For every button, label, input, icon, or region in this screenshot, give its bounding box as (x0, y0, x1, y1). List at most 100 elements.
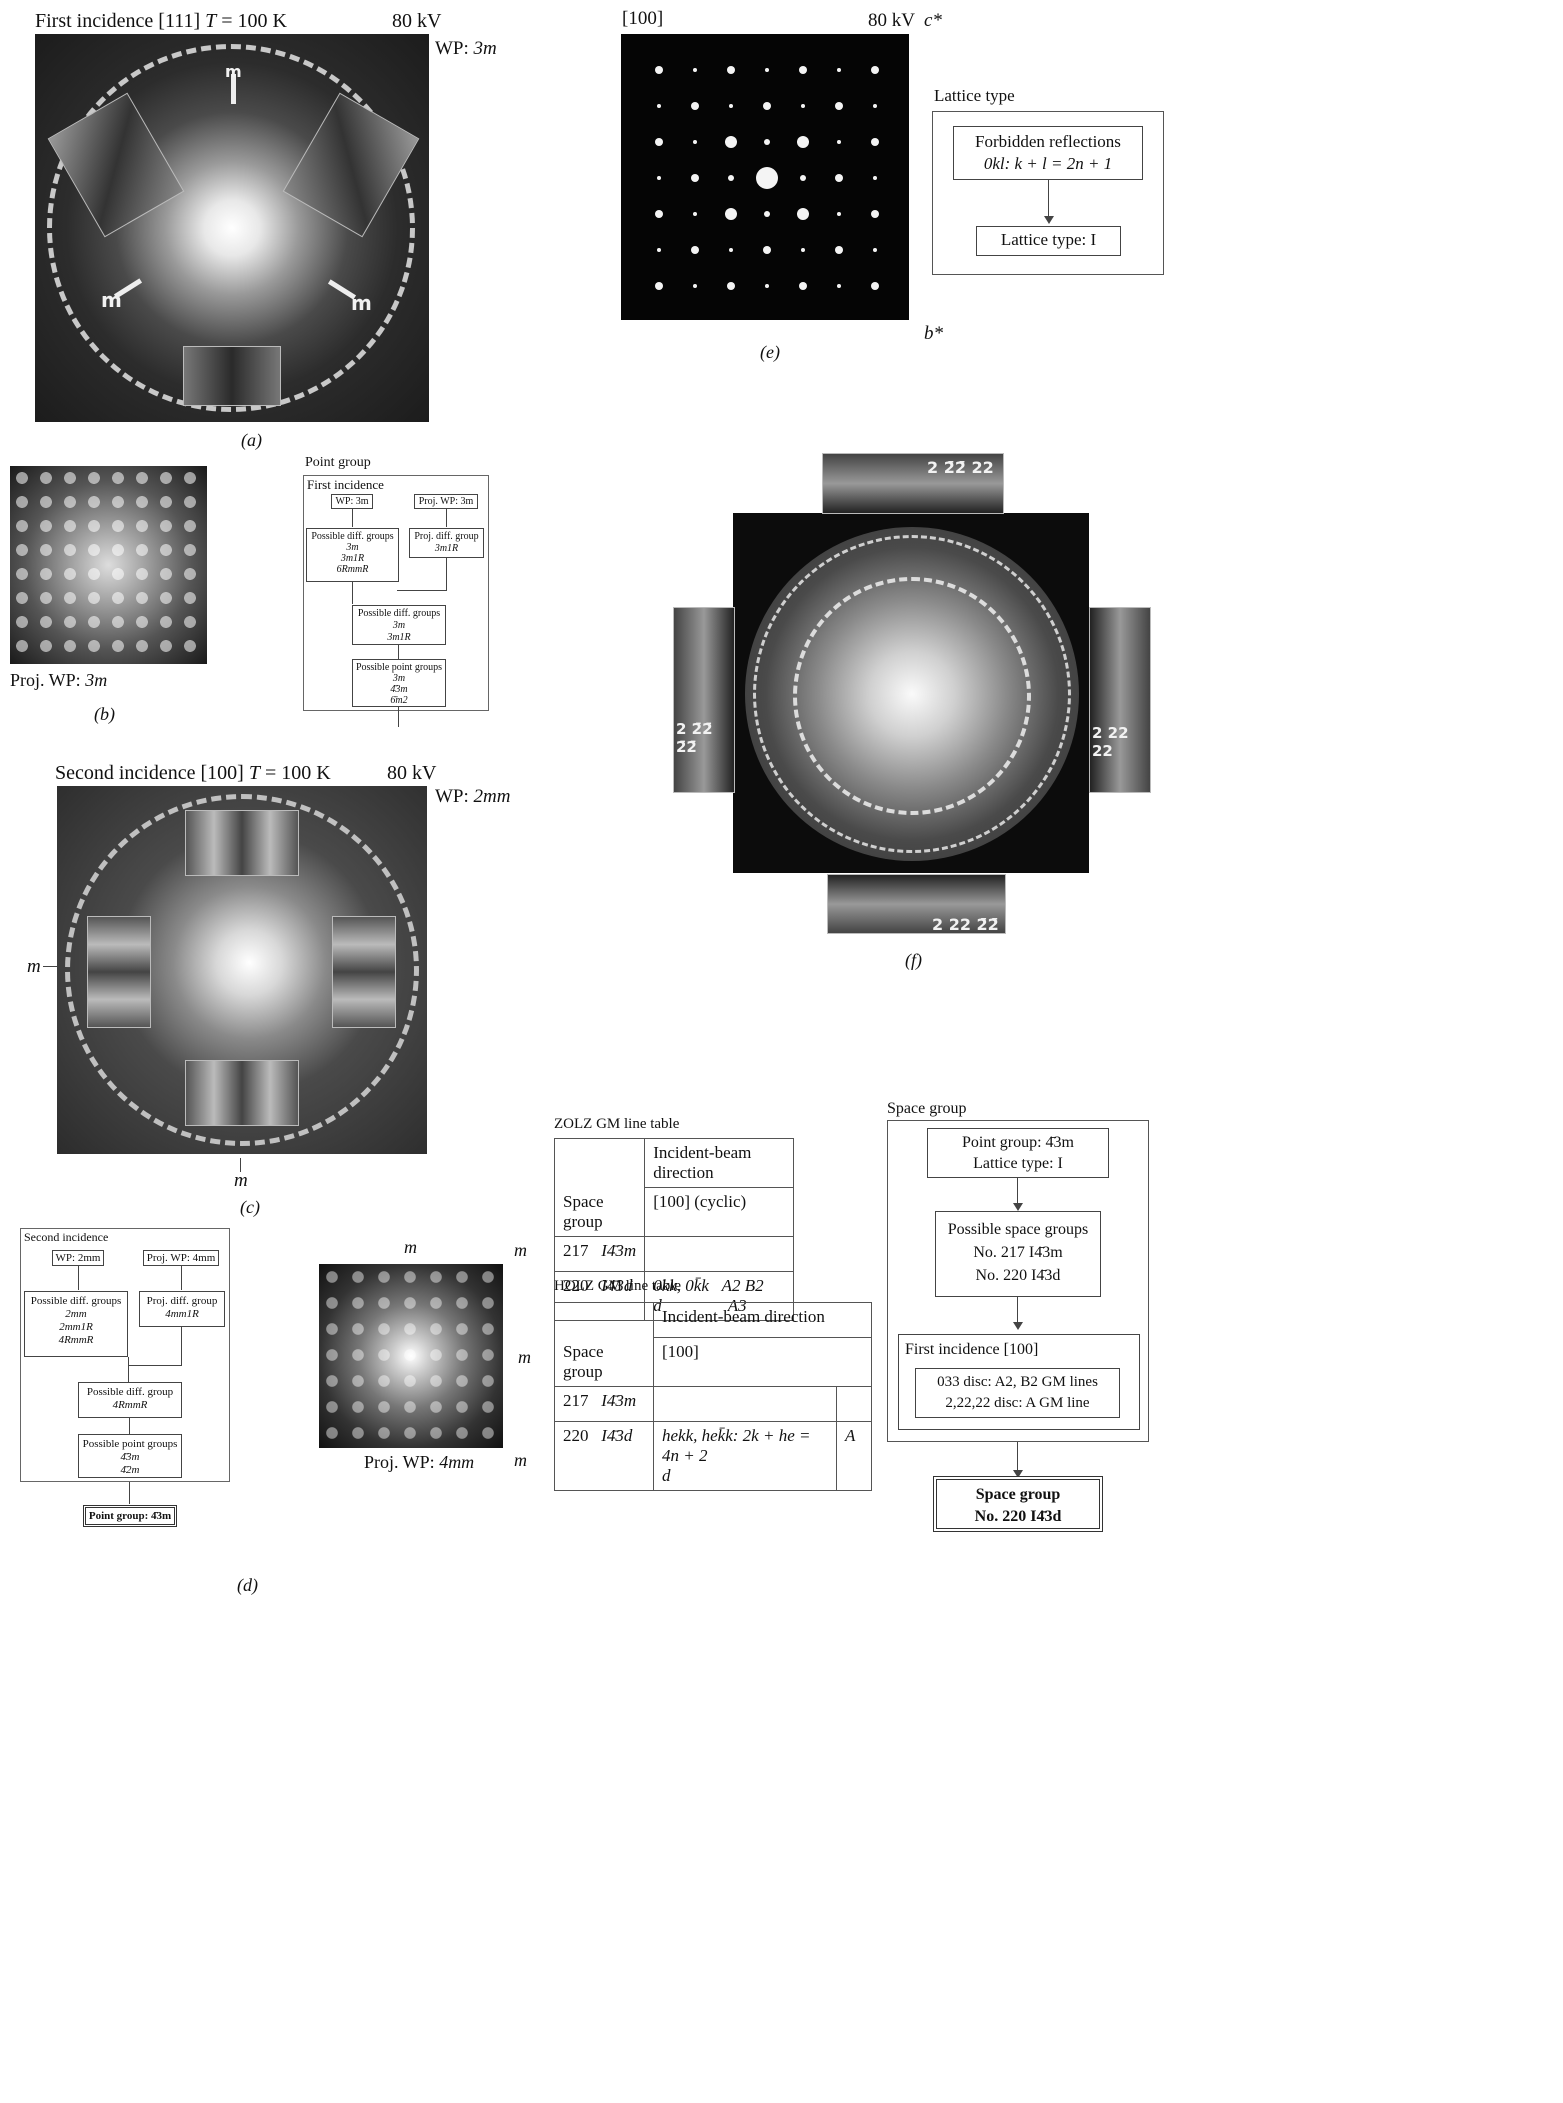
diffraction-spot (837, 68, 841, 72)
gm-entry: hekk, hek̄k: 2k + he = 4n + 2 (662, 1425, 811, 1465)
forbidden-title: Forbidden reflections (975, 132, 1121, 151)
panel-c-m-left: m (27, 956, 41, 977)
panel-c-title: Second incidence [100] T = 100 K (55, 762, 331, 785)
diffraction-spot (655, 282, 663, 290)
panel-c-wp: WP: 2mm (435, 786, 510, 808)
fg1-possible-point-box: Possible point groups 3m 4̄3m 6̄m2 (352, 659, 446, 707)
panel-a-wp-label: WP: (435, 38, 474, 59)
disc-inset-left: 2 2̄2̄ 2̄2̄ (673, 607, 735, 793)
holz-ring (47, 44, 415, 412)
panel-c-title-t: T (248, 762, 260, 784)
sg-box-possible: Possible space groups No. 217 I4̄3m No. … (935, 1211, 1101, 1297)
cbed-pattern-111: m m m (35, 34, 429, 422)
fg1-possible-diff2-item: 3m1R (387, 632, 411, 643)
table-row: 217 I4̄3m (554, 1385, 872, 1422)
diffraction-spot (729, 104, 733, 108)
table-row: 217 I4̄3m (553, 1235, 794, 1272)
fg1-possible-diff-item: 3m (346, 542, 359, 553)
fg1-proj-wp-box: Proj. WP: 3m (414, 494, 478, 509)
fg2-possible-point-title: Possible point groups (82, 1438, 178, 1450)
diffraction-spot (691, 246, 699, 254)
diffraction-spot (693, 284, 697, 288)
diffraction-spot (655, 66, 663, 74)
fg1-line5 (397, 590, 447, 591)
panel-a-title: First incidence [111] T = 100 K (35, 10, 287, 33)
fg1-possible-diff2-title: Possible diff. groups (357, 608, 441, 619)
disc-inset-top (185, 810, 299, 876)
table-header-cell: Space group (554, 1337, 654, 1387)
sg-number: 217 (563, 1390, 589, 1410)
forbidden-reflections-box: Forbidden reflections 0kl: k + l = 2n + … (953, 126, 1143, 180)
panel-c-m-left-tick (43, 966, 57, 967)
panel-d-caption: (d) (237, 1575, 258, 1595)
sg-box2-line2: No. 220 I4̄3d (975, 1267, 1061, 1284)
fg2-possible-diff-item: 2mm (65, 1308, 87, 1320)
mirror-label-right: m (351, 291, 372, 315)
disc-inset-right (332, 916, 396, 1028)
diffraction-spot (657, 176, 661, 180)
sg-line3 (1017, 1442, 1018, 1472)
panel-b-caption: (b) (94, 704, 115, 724)
panel-e-caption: (e) (760, 342, 780, 362)
sg-box3-title: First incidence [100] (905, 1341, 1039, 1358)
table-cell (553, 1138, 646, 1188)
panel-e-b-star: b* (924, 323, 943, 344)
sg-box2-line1: No. 217 I4̄3m (973, 1244, 1063, 1261)
sg-box3-line2: 2,22,22 disc: A GM line (945, 1395, 1090, 1411)
diffraction-spot (835, 102, 843, 110)
table-row: Incident-beam direction (554, 1302, 872, 1338)
fg2-possible-diff-title: Possible diff. groups (30, 1295, 122, 1307)
point-group-heading: Point group (305, 455, 371, 470)
disc-inset-bottom: 2 22 2̄2̄ (827, 874, 1006, 934)
panel-a-title-prefix: First incidence [111] (35, 10, 206, 32)
disc-inset-bottom (183, 346, 281, 406)
table-cell: hekk, hek̄k: 2k + he = 4n + 2 d (653, 1420, 837, 1491)
fg2-line7 (129, 1482, 130, 1504)
sg-symbol: I4̄3d (601, 1275, 633, 1295)
fg1-proj-diff-title: Proj. diff. group (414, 531, 479, 542)
panel-e-zone: [100] (622, 8, 664, 29)
fg2-possible-diff2-title: Possible diff. group (86, 1386, 174, 1398)
diffraction-spot (873, 104, 877, 108)
fg2-line5 (128, 1365, 182, 1366)
diffraction-spot (799, 282, 807, 290)
panel-d-m-bottom-right: m (514, 1450, 527, 1470)
lattice-heading: Lattice type (934, 86, 1015, 105)
panel-e-c-star: c* (924, 10, 942, 31)
diffraction-spot (725, 136, 737, 148)
disc-array (10, 466, 207, 664)
sg-result-line2: No. 220 I4̄3d (974, 1508, 1062, 1525)
holz-ring (65, 794, 419, 1146)
fg1-line4 (446, 558, 447, 590)
sg-arrow1 (1013, 1203, 1023, 1211)
panel-a-kv: 80 kV (392, 10, 442, 32)
sg-number: 220 (563, 1275, 589, 1295)
diffraction-spot (873, 176, 877, 180)
fg2-line6 (129, 1418, 130, 1434)
fg2-possible-diff2-box: Possible diff. group 4RmmR (78, 1382, 182, 1418)
zolz-table: Incident-beam direction Space group [100… (553, 1138, 794, 1321)
table-cell: 217 I4̄3m (553, 1235, 646, 1272)
diffraction-spot (837, 140, 841, 144)
sg-arrow2 (1013, 1322, 1023, 1330)
fg1-possible-point-item: 6̄m2 (390, 695, 408, 706)
sg-arrow3 (1013, 1470, 1023, 1478)
disc-inset-bottom (185, 1060, 299, 1126)
fg1-possible-diff-box: Possible diff. groups 3m 3m1R 6RmmR (306, 528, 399, 582)
fg1-line6 (398, 645, 399, 659)
cbed-pattern-100 (57, 786, 427, 1154)
fg2-line3 (128, 1357, 129, 1382)
sg-box3-line1: 033 disc: A2, B2 GM lines (937, 1374, 1098, 1390)
diffraction-spot (835, 174, 843, 182)
table-cell (653, 1385, 837, 1422)
panel-b-proj-label-text: Proj. WP: (10, 670, 86, 690)
diffraction-spot (837, 212, 841, 216)
diffraction-spot (657, 248, 661, 252)
fg2-possible-diff-box: Possible diff. groups 2mm 2mm1R 4RmmR (24, 1291, 128, 1357)
sg-symbol: I4̄3m (601, 1390, 637, 1410)
point-group-frame (303, 475, 489, 711)
diffraction-spot (655, 210, 663, 218)
disc-array (319, 1264, 503, 1448)
zolz-table-title: ZOLZ GM line table (554, 1116, 680, 1132)
mirror-marker-top (231, 74, 236, 104)
